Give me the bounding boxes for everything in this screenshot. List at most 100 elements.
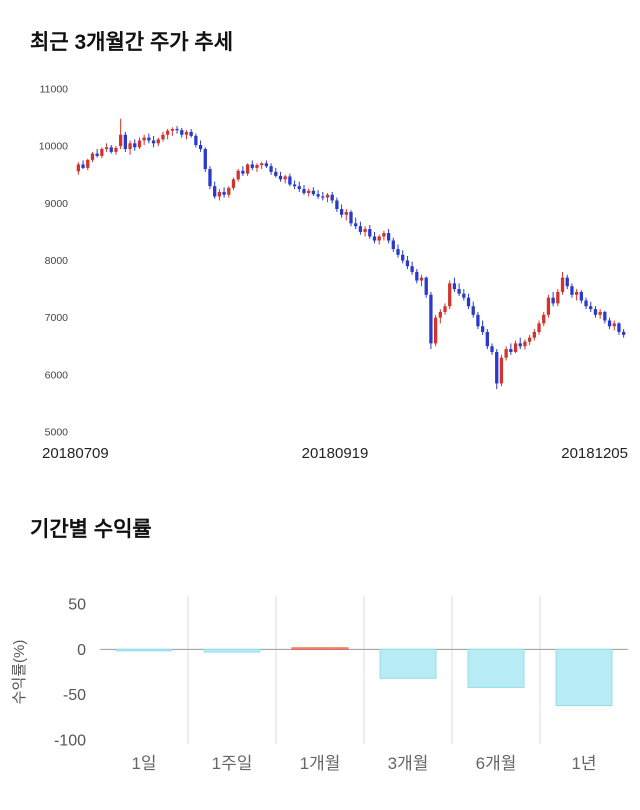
candle-body: [391, 240, 395, 250]
candle-body: [109, 147, 113, 152]
return-bar: [555, 648, 613, 707]
candle-body: [184, 131, 189, 135]
candle-body: [264, 163, 269, 167]
candle-body: [438, 311, 442, 318]
candle-body: [245, 164, 250, 174]
candle-body: [495, 351, 499, 384]
candle-body: [260, 163, 264, 166]
candle-body: [217, 191, 222, 197]
return-bar: [379, 648, 437, 679]
candle-body: [307, 190, 311, 194]
candle-body: [86, 159, 90, 168]
candle-body: [527, 337, 532, 342]
candle-body: [617, 323, 621, 332]
candle-body: [198, 145, 203, 150]
returns-category-label: 1년: [571, 754, 596, 773]
price-chart-x-axis: 20180709 20180919 20181205: [42, 445, 628, 465]
candle-body: [405, 260, 410, 267]
candle-body: [415, 271, 419, 281]
candle-body: [269, 166, 273, 172]
candle-body: [546, 297, 551, 315]
candle-body: [542, 314, 546, 324]
candle-body: [584, 300, 588, 307]
x-axis-label-middle: 20180919: [301, 445, 369, 462]
candle-body: [297, 186, 301, 190]
candle-body: [386, 233, 391, 241]
candle-body: [401, 254, 405, 261]
returns-category-label: 3개월: [388, 754, 429, 773]
candle-body: [372, 236, 377, 241]
returns-chart-title: 기간별 수익률: [30, 518, 152, 541]
price-y-tick-label: 5000: [45, 427, 69, 439]
candle-body: [288, 176, 292, 185]
candle-body: [424, 277, 428, 295]
returns-category-label: 1개월: [300, 754, 341, 773]
candle-body: [231, 179, 236, 188]
price-y-tick-label: 11000: [40, 84, 69, 96]
candle-body: [457, 289, 461, 294]
candle-body: [513, 343, 518, 352]
candle-body: [208, 169, 212, 187]
candle-body: [302, 189, 306, 194]
returns-category-label: 1주일: [212, 754, 253, 773]
returns-category-label: 1일: [131, 754, 156, 773]
price-y-tick-label: 8000: [45, 255, 69, 267]
candle-body: [570, 286, 574, 295]
candle-body: [433, 317, 438, 344]
price-y-tick-label: 9000: [45, 198, 69, 210]
candle-body: [119, 134, 123, 147]
candle-body: [598, 311, 602, 315]
candle-body: [574, 291, 579, 295]
returns-y-tick-label: -100: [54, 733, 86, 750]
candle-body: [241, 170, 245, 174]
candle-body: [396, 249, 400, 255]
candle-body: [560, 277, 565, 292]
candle-body: [316, 194, 320, 197]
returns-category-label: 6개월: [476, 754, 517, 773]
candle-body: [480, 326, 485, 332]
candle-body: [504, 349, 508, 358]
candle-body: [622, 331, 626, 335]
candle-body: [612, 323, 616, 327]
candle-body: [523, 341, 527, 347]
candle-body: [471, 306, 475, 315]
candle-body: [292, 184, 297, 187]
candle-body: [227, 187, 231, 195]
candle-body: [603, 311, 607, 321]
price-candlestick-svg: 11000 10000 9000 8000 7000 6000 5000: [39, 84, 626, 439]
returns-y-tick-label: -50: [63, 687, 86, 704]
candle-body: [95, 153, 99, 156]
candle-body: [194, 135, 198, 146]
candle-body: [180, 130, 184, 135]
candle-body: [137, 140, 142, 148]
candle-body: [358, 226, 363, 232]
candle-body: [147, 137, 151, 141]
candle-body: [255, 165, 259, 168]
candle-body: [551, 297, 555, 304]
candle-body: [274, 171, 278, 176]
candle-body: [363, 229, 367, 232]
candle-body: [443, 306, 447, 312]
price-y-tick-label: 6000: [45, 369, 69, 381]
candle-body: [452, 283, 457, 290]
candle-body: [607, 320, 612, 327]
candle-body: [189, 131, 193, 136]
candle-body: [382, 233, 386, 237]
candle-body: [448, 283, 452, 307]
candle-body: [410, 266, 414, 272]
candle-body: [518, 343, 522, 347]
candle-body: [339, 209, 344, 215]
candle-body: [250, 164, 254, 168]
candle-body: [368, 229, 372, 237]
candle-body: [76, 164, 80, 172]
candle-body: [311, 190, 316, 195]
candle-body: [335, 200, 339, 210]
candle-body: [142, 137, 146, 141]
candle-body: [156, 139, 160, 144]
candle-body: [419, 277, 424, 281]
candle-body: [537, 323, 541, 332]
returns-y-tick-label: 50: [68, 597, 86, 614]
candle-body: [476, 314, 480, 327]
candle-body: [170, 129, 175, 131]
candle-body: [466, 297, 471, 307]
